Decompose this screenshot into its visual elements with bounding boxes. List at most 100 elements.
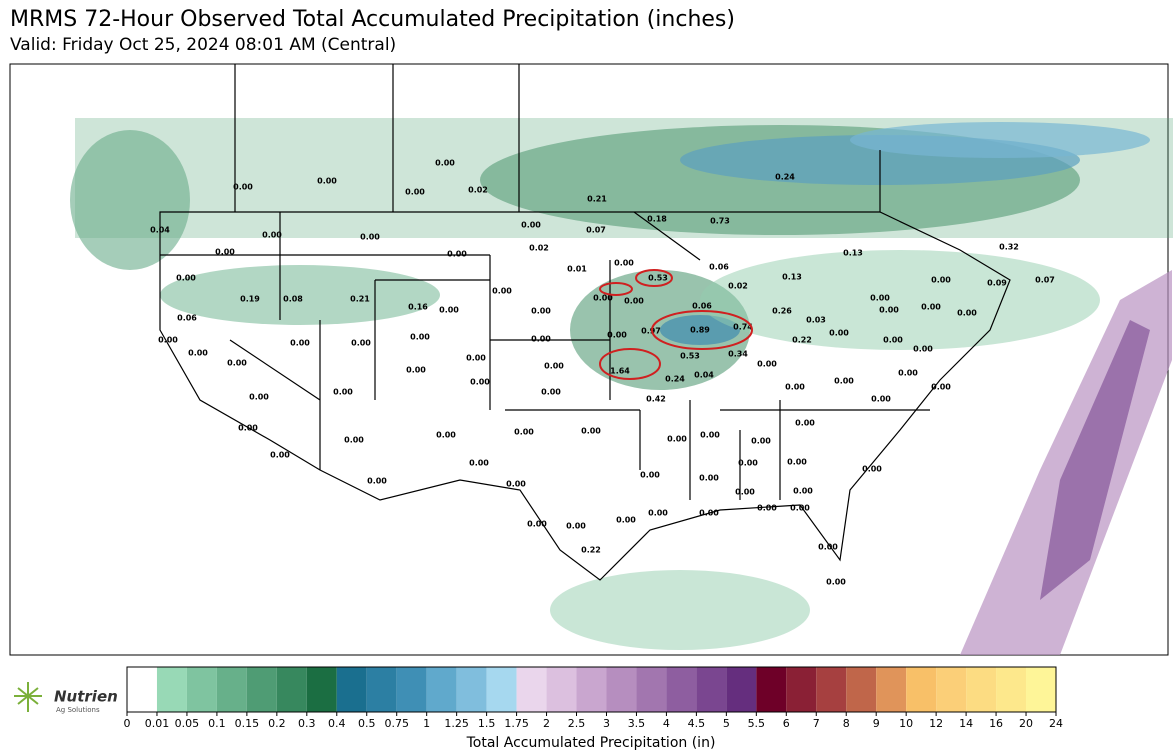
station-value: 0.00 [699, 509, 719, 518]
station-value: 0.00 [233, 183, 253, 192]
station-value: 0.00 [521, 221, 541, 230]
station-value: 0.07 [1035, 276, 1055, 285]
colorbar-tick-label: 0.2 [268, 717, 286, 730]
colorbar-cell [306, 667, 337, 712]
map: 0.00 0.00 0.00 0.00 0.02 0.21 0.24 0.18 0.73 0.13… [9, 63, 1173, 656]
colorbar-cell [366, 667, 397, 712]
colorbar-tick-label: 0.01 [145, 717, 170, 730]
logo-name: Nutrien [54, 688, 118, 706]
station-value: 0.53 [648, 274, 668, 283]
station-value: 0.00 [447, 250, 467, 259]
station-value: 0.21 [350, 295, 370, 304]
station-value: 0.00 [351, 339, 371, 348]
station-value: 0.00 [176, 274, 196, 283]
station-value: 0.97 [641, 327, 661, 336]
station-value: 0.26 [772, 307, 792, 316]
colorbar-tick-label: 7 [813, 717, 820, 730]
station-value: 0.00 [785, 383, 805, 392]
colorbar-cell [846, 667, 877, 712]
station-value: 0.00 [333, 388, 353, 397]
station-value: 0.00 [270, 451, 290, 460]
station-value: 0.32 [999, 243, 1019, 252]
station-value: 0.00 [616, 516, 636, 525]
station-value: 0.24 [665, 375, 685, 384]
colorbar-cell [156, 667, 187, 712]
colorbar-cell [486, 667, 517, 712]
colorbar-tick-label: 0.05 [175, 717, 200, 730]
station-value: 0.00 [188, 349, 208, 358]
colorbar-cell [276, 667, 307, 712]
colorbar-tick-label: 0.3 [298, 717, 316, 730]
station-labels: 0.00 0.00 0.00 0.00 0.02 0.21 0.24 0.18 0.73 0.13… [150, 159, 1055, 587]
colorbar-cell [336, 667, 367, 712]
colorbar-tick-label: 0.1 [208, 717, 226, 730]
station-value: 0.00 [624, 297, 644, 306]
colorbar-cell [456, 667, 487, 712]
station-value: 0.00 [738, 459, 758, 468]
colorbar-tick-label: 6 [783, 717, 790, 730]
station-value: 0.00 [317, 177, 337, 186]
colorbar-tick-label: 10 [899, 717, 913, 730]
colorbar-cell [726, 667, 757, 712]
colorbar-cell [127, 667, 157, 712]
station-value: 0.00 [735, 488, 755, 497]
colorbar-cell [246, 667, 277, 712]
title: MRMS 72-Hour Observed Total Accumulated … [10, 7, 735, 32]
station-value: 0.00 [470, 378, 490, 387]
station-value: 0.00 [215, 248, 235, 257]
colorbar-cell [186, 667, 217, 712]
station-value: 0.00 [757, 360, 777, 369]
colorbar-tick-label: 0 [124, 717, 131, 730]
colorbar-tick-label: 5 [723, 717, 730, 730]
station-value: 0.00 [648, 509, 668, 518]
station-value: 0.00 [593, 294, 613, 303]
colorbar-tick-label: 0.4 [328, 717, 346, 730]
colorbar-tick-label: 1.75 [504, 717, 529, 730]
station-value: 0.00 [793, 487, 813, 496]
colorbar-cell [516, 667, 547, 712]
station-value: 0.21 [587, 195, 607, 204]
colorbar-tick-label: 20 [1019, 717, 1033, 730]
station-value: 0.00 [751, 437, 771, 446]
station-value: 0.74 [733, 323, 753, 332]
station-value: 0.00 [531, 335, 551, 344]
station-value: 0.00 [544, 362, 564, 371]
station-value: 0.00 [957, 309, 977, 318]
station-value: 0.06 [692, 302, 712, 311]
station-value: 0.02 [468, 186, 488, 195]
station-value: 0.00 [931, 276, 951, 285]
colorbar-tick-label: 4 [663, 717, 670, 730]
station-value: 0.00 [883, 336, 903, 345]
station-value: 0.00 [531, 307, 551, 316]
station-value: 0.00 [227, 359, 247, 368]
station-value: 0.00 [436, 431, 456, 440]
station-value: 0.00 [826, 578, 846, 587]
colorbar-tick-label: 16 [989, 717, 1003, 730]
colorbar-cell [606, 667, 637, 712]
colorbar-tick-label: 0.5 [358, 717, 376, 730]
station-value: 0.06 [709, 263, 729, 272]
station-value: 0.00 [607, 331, 627, 340]
station-value: 0.00 [249, 393, 269, 402]
colorbar-tick-label: 8 [843, 717, 850, 730]
colorbar-cell [666, 667, 697, 712]
station-value: 0.00 [410, 333, 430, 342]
station-value: 0.00 [921, 303, 941, 312]
station-value: 0.00 [290, 339, 310, 348]
station-value: 0.00 [238, 424, 258, 433]
station-value: 0.00 [931, 383, 951, 392]
station-value: 0.00 [829, 329, 849, 338]
colorbar-cell [546, 667, 577, 712]
colorbar-tick-label: 3 [603, 717, 610, 730]
colorbar-tick-label: 0.15 [235, 717, 260, 730]
station-value: 0.04 [694, 371, 714, 380]
subtitle: Valid: Friday Oct 25, 2024 08:01 AM (Cen… [10, 35, 396, 55]
station-value: 0.00 [439, 306, 459, 315]
station-value: 0.00 [700, 431, 720, 440]
colorbar-tick-label: 3.5 [628, 717, 646, 730]
station-value: 0.04 [150, 226, 170, 235]
station-value: 0.13 [782, 273, 802, 282]
station-value: 0.00 [834, 377, 854, 386]
station-value: 0.00 [466, 354, 486, 363]
station-value: 0.34 [728, 350, 748, 359]
